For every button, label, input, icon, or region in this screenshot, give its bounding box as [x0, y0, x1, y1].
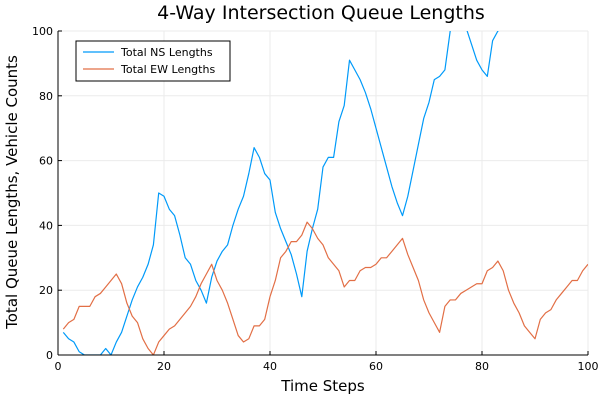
legend-box	[75, 40, 231, 82]
y-axis-label: Total Queue Lengths, Vehicle Counts	[3, 55, 21, 330]
x-tick-label: 40	[263, 360, 277, 373]
series-lines	[62, 31, 588, 355]
axes	[57, 31, 588, 356]
series-line-ew	[62, 221, 588, 355]
x-tick-label: 100	[578, 360, 599, 373]
x-axis-ticks: 0 20 40 60 80 100	[55, 351, 599, 373]
x-axis-label: Time Steps	[280, 377, 365, 395]
series-line-ns	[62, 31, 500, 355]
legend-label-ew: Total EW Lengths	[120, 63, 215, 76]
legend: Total NS Lengths Total EW Lengths	[75, 40, 231, 82]
x-tick-label: 60	[369, 360, 383, 373]
y-tick-label: 20	[39, 284, 53, 297]
legend-label-ns: Total NS Lengths	[120, 46, 213, 59]
x-tick-label: 20	[157, 360, 171, 373]
chart-title: 4-Way Intersection Queue Lengths	[157, 2, 485, 24]
y-tick-label: 60	[39, 155, 53, 168]
x-tick-label: 0	[55, 360, 62, 373]
y-tick-label: 100	[32, 25, 53, 38]
y-tick-label: 40	[39, 219, 53, 232]
y-axis-ticks: 0 20 40 60 80 100	[32, 25, 62, 362]
y-tick-label: 80	[39, 90, 53, 103]
x-tick-label: 80	[475, 360, 489, 373]
y-tick-label: 0	[46, 349, 53, 362]
